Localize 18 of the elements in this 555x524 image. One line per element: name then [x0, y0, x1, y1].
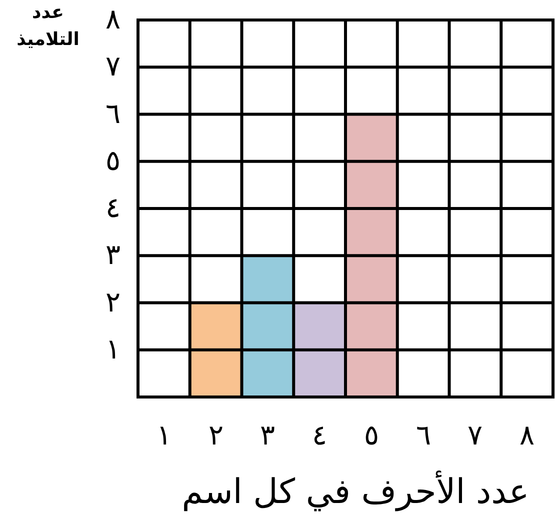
- x-tick-label: ٤: [312, 420, 328, 452]
- y-tick-label: ٣: [106, 240, 120, 272]
- y-tick-label: ٨: [106, 4, 120, 36]
- y-tick-label: ٥: [106, 146, 120, 177]
- y-tick-label: ١: [106, 334, 120, 366]
- y-tick-label: ٢: [106, 287, 120, 318]
- x-tick-label: ٣: [260, 420, 276, 452]
- x-tick-label: ٧: [468, 420, 483, 452]
- x-tick-label: ١: [156, 420, 172, 452]
- x-tick-label: ٦: [416, 420, 431, 452]
- y-tick-label: ٦: [106, 98, 120, 130]
- y-tick-label: ٧: [106, 52, 120, 83]
- x-axis-title: عدد الأحرف في كل اسم: [182, 470, 530, 512]
- x-tick-label: ٨: [520, 420, 535, 452]
- y-axis-title: عدد التلاميذ: [16, 2, 80, 50]
- x-tick-label: ٥: [364, 420, 379, 452]
- x-tick-label: ٢: [208, 420, 224, 452]
- y-tick-label: ٤: [106, 193, 120, 224]
